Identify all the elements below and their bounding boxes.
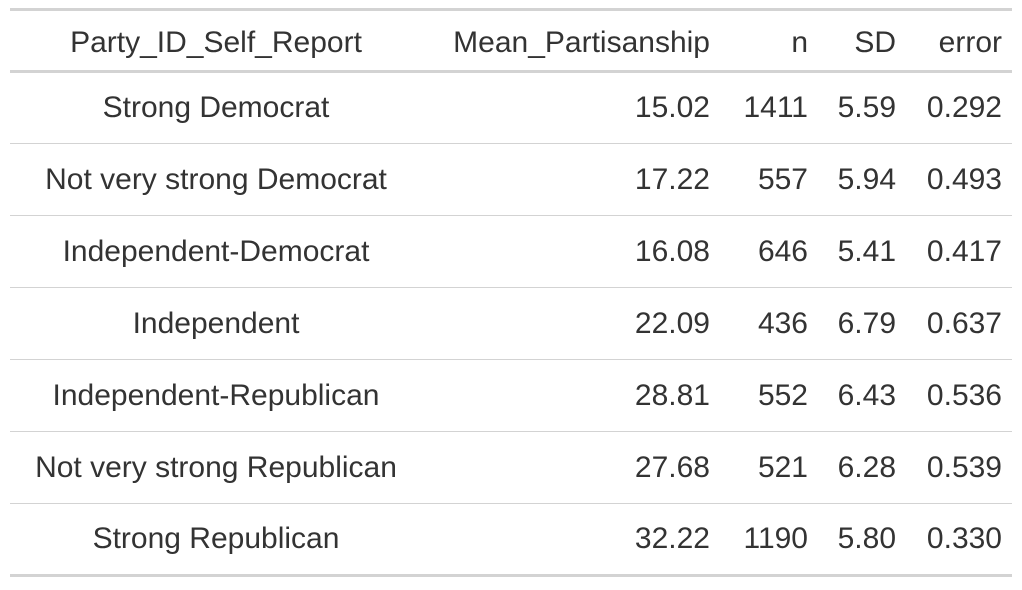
cell-mean-partisanship: 15.02 bbox=[634, 91, 710, 124]
cell-error: 0.493 bbox=[906, 143, 1012, 216]
cell-mean-partisanship: 28.81 bbox=[422, 359, 720, 432]
cell-party-id: Strong Democrat bbox=[102, 91, 330, 124]
cell-n: 436 bbox=[720, 287, 818, 360]
cell-n: 646 bbox=[720, 215, 818, 288]
cell-error: 0.536 bbox=[906, 359, 1012, 432]
cell-party-id: Independent-Republican bbox=[10, 359, 422, 432]
partisanship-table: Party_ID_Self_Report Mean_Partisanship n… bbox=[10, 8, 1012, 577]
cell-sd: 5.80 bbox=[818, 503, 906, 576]
cell-n: 557 bbox=[720, 143, 818, 216]
cell-party-id: Not very strong Democrat bbox=[10, 143, 422, 216]
column-header-mean-partisanship: Mean_Partisanship bbox=[422, 9, 720, 73]
cell-sd: 5.94 bbox=[818, 143, 906, 216]
cell-party-id: Independent-Democrat bbox=[10, 215, 422, 288]
column-header-party-id: Party_ID_Self_Report bbox=[10, 9, 422, 73]
table-row: Independent-Democrat 16.08 646 5.41 0.41… bbox=[10, 215, 1012, 288]
cell-error: 0.330 bbox=[906, 503, 1012, 576]
table-row: Strong Republican 32.22 1190 5.80 0.330 bbox=[10, 503, 1012, 576]
column-header-sd: SD bbox=[818, 9, 906, 73]
table-row: Independent-Republican 28.81 552 6.43 0.… bbox=[10, 359, 1012, 432]
table-row: Strong Democrat 15.02 1411 5.59 0.292 bbox=[10, 72, 1012, 144]
cell-mean-partisanship: 17.22 bbox=[422, 143, 720, 216]
cell-party-id: Independent bbox=[10, 287, 422, 360]
cell-error: 0.539 bbox=[906, 431, 1012, 504]
table-header-row: Party_ID_Self_Report Mean_Partisanship n… bbox=[10, 9, 1012, 73]
cell-party-id: Not very strong Republican bbox=[10, 431, 422, 504]
cell-n: 1411 bbox=[743, 91, 808, 124]
cell-mean-partisanship: 32.22 bbox=[422, 503, 720, 576]
table-row: Independent 22.09 436 6.79 0.637 bbox=[10, 287, 1012, 360]
column-header-error: error bbox=[906, 9, 1012, 73]
data-table-container: Party_ID_Self_Report Mean_Partisanship n… bbox=[10, 8, 1012, 577]
cell-sd: 6.28 bbox=[818, 431, 906, 504]
cell-error: 0.417 bbox=[906, 215, 1012, 288]
cell-party-id: Strong Republican bbox=[10, 503, 422, 576]
cell-error: 0.292 bbox=[926, 91, 1002, 124]
table-row: Not very strong Democrat 17.22 557 5.94 … bbox=[10, 143, 1012, 216]
cell-mean-partisanship: 27.68 bbox=[422, 431, 720, 504]
cell-n: 521 bbox=[720, 431, 818, 504]
column-header-n: n bbox=[720, 9, 818, 73]
cell-sd: 5.59 bbox=[837, 91, 896, 124]
cell-sd: 6.79 bbox=[818, 287, 906, 360]
table-row: Not very strong Republican 27.68 521 6.2… bbox=[10, 431, 1012, 504]
cell-sd: 6.43 bbox=[818, 359, 906, 432]
cell-mean-partisanship: 22.09 bbox=[422, 287, 720, 360]
cell-sd: 5.41 bbox=[818, 215, 906, 288]
cell-error: 0.637 bbox=[906, 287, 1012, 360]
cell-mean-partisanship: 16.08 bbox=[422, 215, 720, 288]
cell-n: 1190 bbox=[720, 503, 818, 576]
cell-n: 552 bbox=[720, 359, 818, 432]
